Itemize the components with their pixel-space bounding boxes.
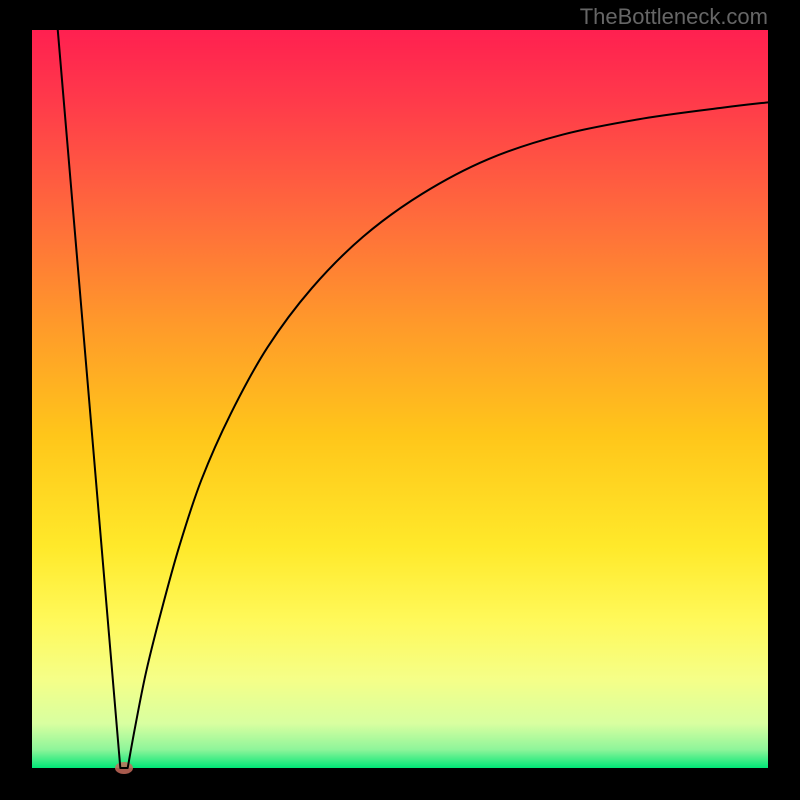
watermark-text: TheBottleneck.com <box>580 4 768 30</box>
chart-container: TheBottleneck.com <box>0 0 800 800</box>
plot-area <box>32 30 768 768</box>
